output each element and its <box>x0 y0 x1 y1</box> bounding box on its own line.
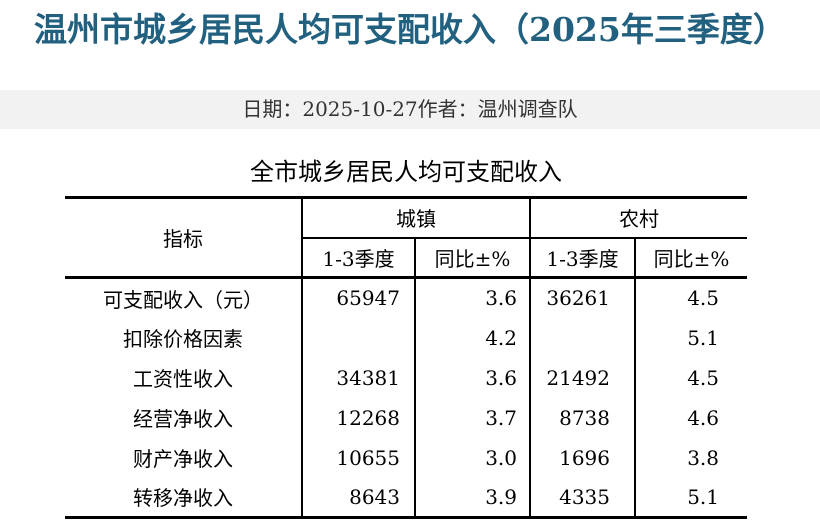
urban-value-cell <box>302 317 416 358</box>
rural-value-cell: 21492 <box>530 357 636 398</box>
indicator-cell: 可支配收入（元） <box>65 277 303 318</box>
urban-yoy-cell: 3.9 <box>415 477 531 518</box>
rural-yoy-cell: 4.5 <box>687 365 719 390</box>
urban-value-cell: 65947 <box>302 277 416 318</box>
table-row: 可支配收入（元） 65947 3.6 36261 4.5 <box>65 277 747 318</box>
table-row: 扣除价格因素 4.2 5.1 <box>65 317 747 358</box>
indicator-cell: 转移净收入 <box>65 477 303 518</box>
urban-value-cell: 10655 <box>302 437 416 478</box>
meta-bar: 日期：2025-10-27作者：温州调查队 <box>0 90 820 129</box>
urban-yoy-cell: 4.2 <box>415 317 531 358</box>
rural-yoy-cell: 5.1 <box>687 325 719 350</box>
rural-value-cell: 8738 <box>530 397 636 438</box>
urban-yoy-cell: 3.0 <box>415 437 531 478</box>
rural-yoy-cell: 4.6 <box>687 405 719 430</box>
header-group-urban: 城镇 <box>302 197 531 239</box>
table-row: 工资性收入 34381 3.6 21492 4.5 <box>65 357 747 398</box>
urban-value-cell: 34381 <box>302 357 416 398</box>
header-rural-yoy: 同比±% <box>653 246 730 271</box>
urban-yoy-cell: 3.7 <box>415 397 531 438</box>
table-container: 指标 城镇 农村 1-3季度 同比±% 1-3季度 同比±% 可支配收入（元） … <box>65 196 747 519</box>
rural-yoy-cell: 5.1 <box>687 484 719 509</box>
header-urban-yoy: 同比±% <box>415 237 531 278</box>
table-title: 全市城乡居民人均可支配收入 <box>250 158 562 186</box>
table-header-row-groups: 指标 城镇 农村 <box>65 197 747 278</box>
table-row: 财产净收入 10655 3.0 1696 3.8 <box>65 437 747 478</box>
page-title: 温州市城乡居民人均可支配收入（2025年三季度） <box>34 10 786 49</box>
table-header-row-sub: 1-3季度 同比±% 1-3季度 同比±% <box>65 237 747 278</box>
rural-value-cell <box>530 317 636 358</box>
date-value: 2025-10-27 <box>302 97 418 121</box>
rural-yoy-cell: 4.5 <box>687 286 719 311</box>
table-row: 转移净收入 8643 3.9 4335 5.1 <box>65 477 747 518</box>
indicator-cell: 经营净收入 <box>65 397 303 438</box>
income-table: 指标 城镇 农村 1-3季度 同比±% 1-3季度 同比±% 可支配收入（元） … <box>65 196 747 519</box>
table-row: 经营净收入 12268 3.7 8738 4.6 <box>65 397 747 438</box>
author-label: 作者： <box>417 97 478 121</box>
indicator-cell: 扣除价格因素 <box>65 317 303 358</box>
indicator-cell: 财产净收入 <box>65 437 303 478</box>
rural-value-cell: 36261 <box>530 277 636 318</box>
rural-value-cell: 1696 <box>530 437 636 478</box>
date-label: 日期： <box>242 97 303 121</box>
urban-value-cell: 12268 <box>302 397 416 438</box>
header-group-rural: 农村 <box>530 197 747 239</box>
rural-value-cell: 4335 <box>530 477 636 518</box>
author-value: 温州调查队 <box>477 97 578 121</box>
urban-yoy-cell: 3.6 <box>415 277 531 318</box>
header-indicator: 指标 <box>65 197 303 278</box>
header-urban-period: 1-3季度 <box>302 237 416 278</box>
urban-value-cell: 8643 <box>302 477 416 518</box>
rural-yoy-cell: 3.8 <box>687 445 719 470</box>
urban-yoy-cell: 3.6 <box>415 357 531 398</box>
header-rural-period: 1-3季度 <box>530 237 636 278</box>
indicator-cell: 工资性收入 <box>65 357 303 398</box>
